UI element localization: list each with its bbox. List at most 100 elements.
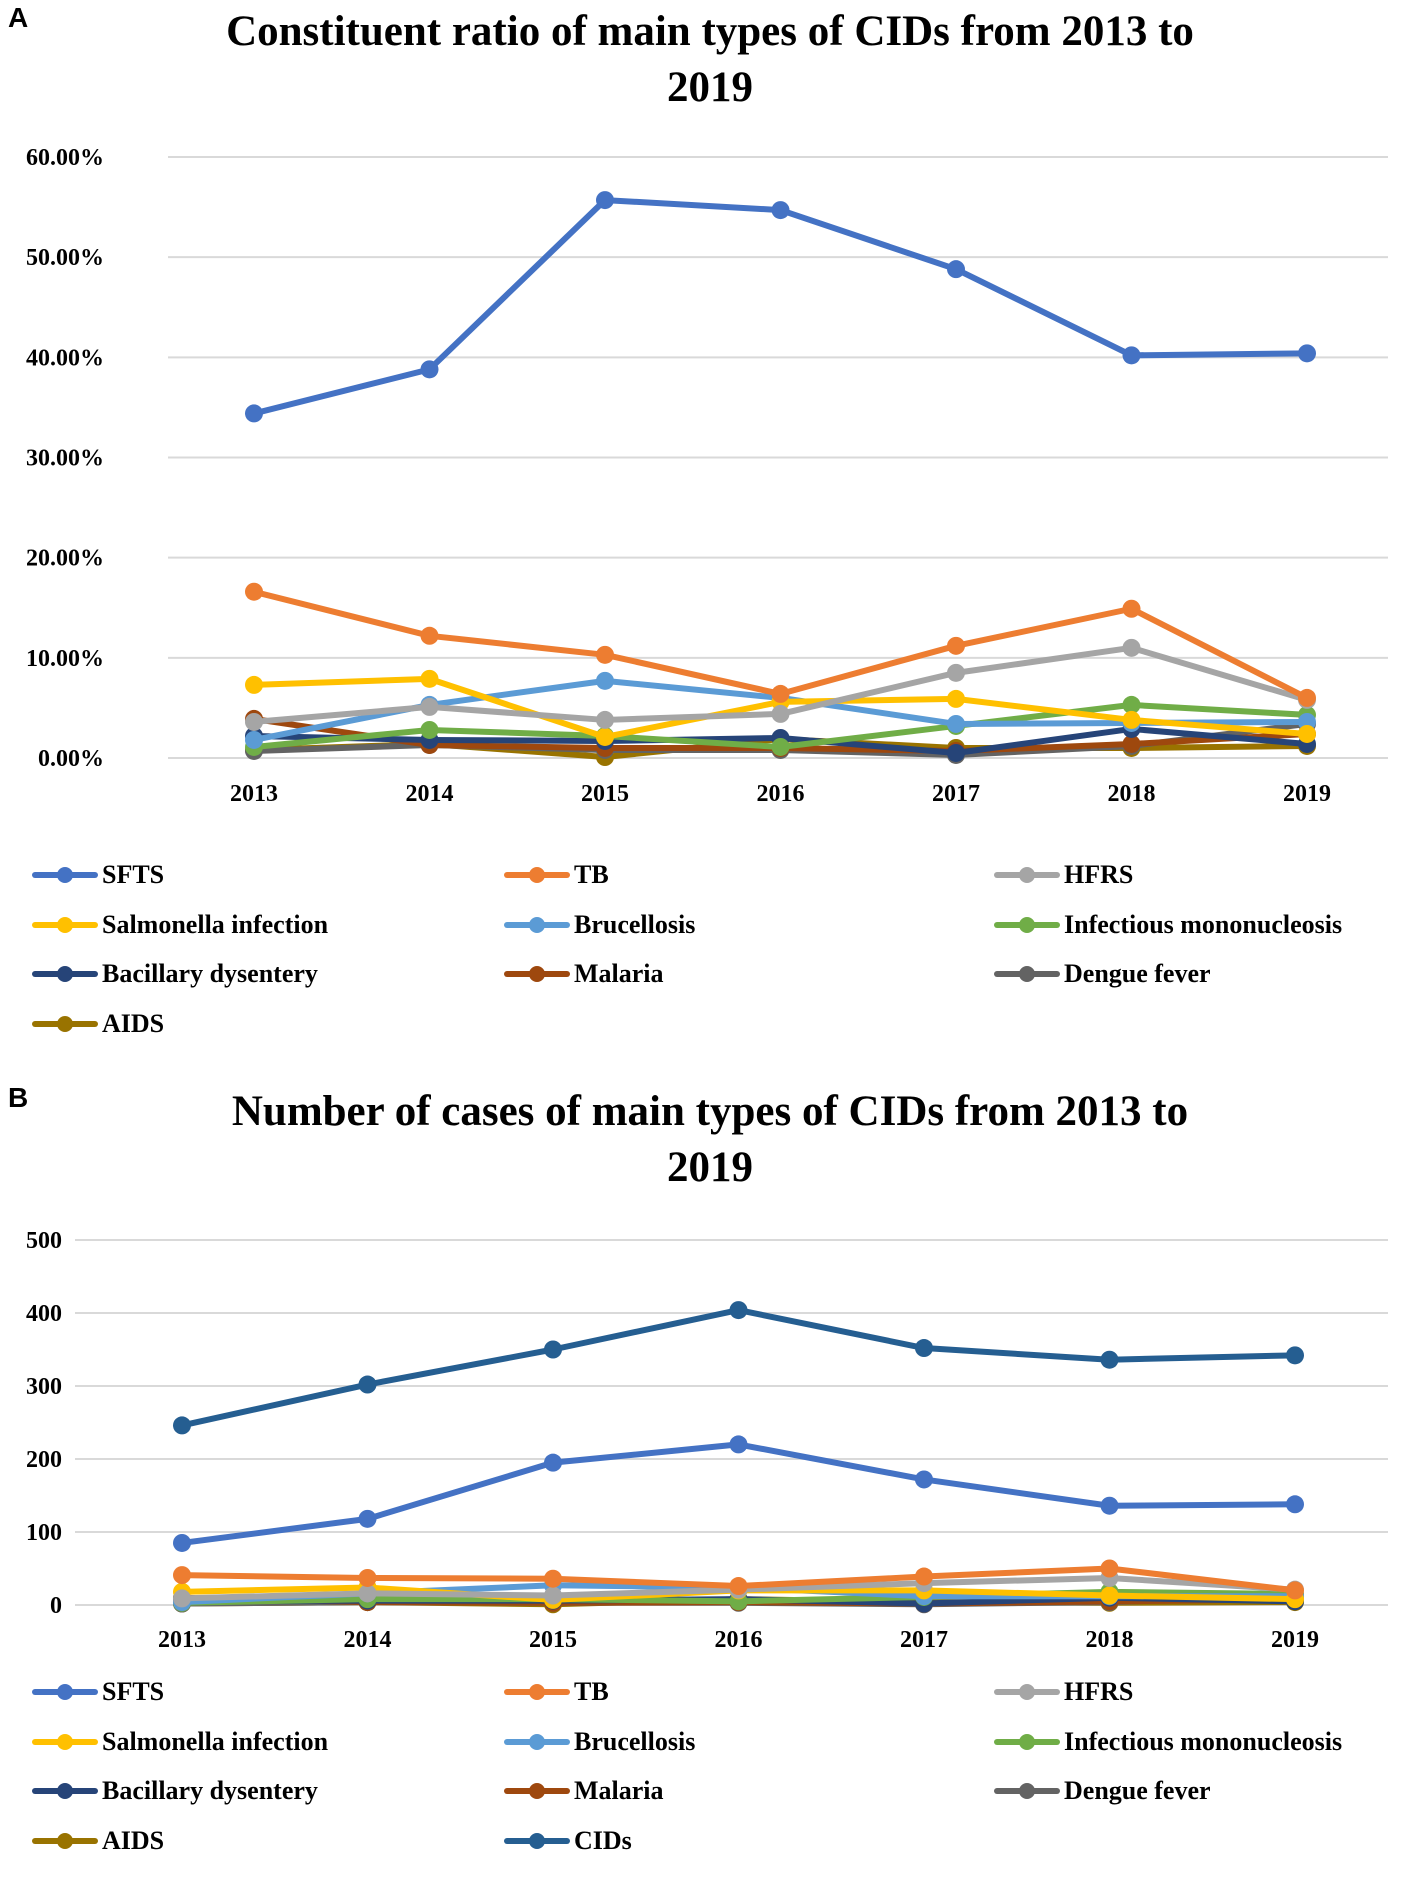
data-point [173, 1589, 191, 1608]
legend-swatch-dot [1019, 1733, 1035, 1750]
data-point [1298, 688, 1316, 707]
x-tick-label: 2018 [1086, 1627, 1134, 1653]
legend-swatch-dot [529, 1733, 545, 1750]
data-point [358, 1568, 377, 1587]
data-point [596, 671, 614, 690]
legend-a: SFTS TB HFRS Salmonella infection Brucellosi… [30, 855, 1418, 1065]
data-point [544, 1569, 562, 1588]
legend-label: Dengue fever [1064, 1776, 1211, 1805]
data-point [544, 1453, 562, 1472]
legend-swatch-dot [529, 867, 545, 883]
data-point [1122, 695, 1141, 714]
y-tick-label: 500 [26, 1228, 62, 1254]
legend-label: Dengue fever [1064, 959, 1211, 988]
chart-panel-b: B Number of cases of main types of CIDs … [0, 1080, 1418, 1880]
data-point [771, 684, 790, 703]
chart-panel-a: A Constituent ratio of main types of CID… [8, 2, 1418, 1065]
legend-item-salmonella-infection: Salmonella infection [30, 905, 328, 945]
legend-label: CIDs [574, 1825, 632, 1855]
data-point [729, 1301, 748, 1320]
legend-swatch-dot [57, 916, 73, 933]
legend-label: Salmonella infection [102, 1726, 329, 1756]
y-tick-label: 40.00% [26, 345, 104, 371]
legend-swatch-dot [57, 1783, 73, 1799]
data-point [420, 360, 439, 379]
legend-swatch [992, 1722, 1062, 1762]
legend-label: Malaria [574, 959, 664, 988]
data-point [544, 1340, 562, 1359]
legend-swatch-dot [57, 1832, 73, 1849]
legend-item-malaria: Malaria [502, 1771, 664, 1811]
y-tick-label: 300 [26, 1374, 62, 1400]
legend-swatch [992, 1672, 1062, 1712]
data-point [947, 743, 965, 762]
data-point [1298, 724, 1316, 743]
legend-item-infectious-mononucleosis: Infectious mononucleosis [992, 1722, 1342, 1762]
x-tick-label: 2015 [581, 781, 629, 807]
series-tb [173, 1559, 1304, 1600]
legend-label: HFRS [1064, 860, 1134, 889]
legend-swatch-dot [529, 1832, 545, 1849]
data-point [358, 1375, 377, 1394]
data-point [1100, 1559, 1119, 1578]
x-tick-label: 2014 [344, 1627, 392, 1653]
data-point [358, 1509, 377, 1528]
legend-swatch [30, 1722, 100, 1762]
data-point [245, 730, 263, 749]
y-tick-label: 20.00% [26, 546, 104, 572]
legend-swatch-dot [1019, 867, 1035, 883]
legend-swatch-dot [1019, 1684, 1035, 1700]
data-point [915, 1567, 933, 1586]
legend-swatch-dot [529, 966, 545, 982]
legend-swatch-dot [57, 867, 73, 883]
legend-label: SFTS [102, 860, 165, 889]
legend-swatch [992, 855, 1062, 895]
series-sfts [245, 191, 1316, 423]
series-sfts [173, 1435, 1304, 1552]
legend-swatch [30, 855, 100, 895]
data-point [420, 720, 439, 739]
data-point [771, 201, 790, 220]
legend-label: Bacillary dysentery [102, 1776, 318, 1805]
legend-swatch-dot [57, 966, 73, 982]
legend-swatch [502, 954, 572, 994]
panel-label-a: A [8, 2, 29, 33]
legend-swatch [30, 1672, 100, 1712]
y-tick-label: 10.00% [26, 646, 104, 672]
x-tick-label: 2018 [1108, 781, 1156, 807]
legend-item-cids: CIDs [502, 1821, 632, 1861]
data-point [596, 727, 614, 746]
data-point [173, 1416, 191, 1435]
data-point [173, 1566, 191, 1585]
data-point [915, 1470, 933, 1489]
legend-item-brucellosis: Brucellosis [502, 905, 695, 945]
x-tick-label: 2017 [900, 1627, 948, 1653]
data-point [1122, 638, 1141, 657]
legend-label: TB [574, 1677, 609, 1706]
data-point [1286, 1495, 1304, 1514]
panel-label-b: B [8, 1082, 29, 1113]
legend-swatch [502, 1821, 572, 1861]
legend-label: AIDS [102, 1008, 165, 1038]
legend-swatch-dot [1019, 1783, 1035, 1799]
data-point [596, 645, 614, 664]
data-point [729, 1435, 748, 1454]
legend-swatch-dot [57, 1733, 73, 1750]
data-point [1298, 344, 1316, 363]
data-point [596, 710, 614, 729]
legend-swatch [30, 905, 100, 945]
data-point [1122, 346, 1141, 365]
legend-swatch [992, 954, 1062, 994]
chart-title-a: Constituent ratio of main types of CIDs … [140, 4, 1280, 116]
legend-item-hfrs: HFRS [992, 1672, 1133, 1712]
y-tick-label: 0 [50, 1593, 62, 1619]
data-point [245, 712, 263, 731]
legend-item-bacillary-dysentery: Bacillary dysentery [30, 1771, 318, 1811]
legend-item-sfts: SFTS [30, 855, 164, 895]
x-tick-label: 2019 [1283, 781, 1331, 807]
chart-title-a-line-1: Constituent ratio of main types of CIDs … [226, 8, 1194, 55]
data-point [420, 669, 439, 688]
line-chart-a: 0.00% 10.00% 20.00% 30.00% 40.00% 50.00% 60.00… [26, 145, 1388, 807]
x-tick-label: 2014 [406, 781, 454, 807]
data-point [947, 663, 965, 682]
